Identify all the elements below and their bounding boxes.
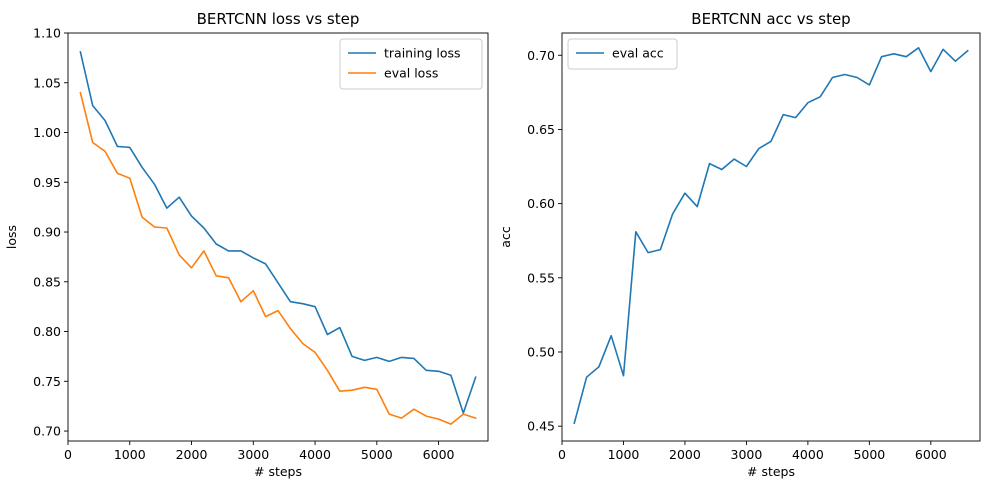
y-tick-label: 0.95: [33, 175, 61, 190]
legend-label: training loss: [384, 46, 461, 61]
x-tick-label: 0: [64, 447, 72, 462]
x-tick-label: 5000: [853, 447, 885, 462]
legend-box: [567, 38, 678, 70]
x-tick-label: 6000: [915, 447, 947, 462]
x-tick-label: 2000: [176, 447, 208, 462]
legend-label: eval acc: [612, 46, 664, 61]
x-tick-label: 6000: [423, 447, 455, 462]
y-axis-label: acc: [498, 226, 513, 248]
y-tick-label: 1.05: [33, 75, 61, 90]
chart-1: BERTCNN loss vs step 0 1000 2000 3000 4000 500…: [4, 10, 489, 479]
y-tick-label: 0.55: [527, 270, 555, 285]
y-tick-label: 1.10: [33, 26, 61, 41]
x-tick-label: 3000: [731, 447, 763, 462]
series-line-training-loss: [79, 50, 477, 414]
x-tick-label: 1000: [608, 447, 640, 462]
legend: eval acc: [567, 38, 678, 70]
x-tick-label: 5000: [361, 447, 393, 462]
x-tick-label: 1000: [114, 447, 146, 462]
chart-title: BERTCNN loss vs step: [197, 10, 360, 28]
series-line-eval-loss: [79, 91, 477, 425]
y-tick-label: 0.90: [33, 225, 61, 240]
x-tick-label: 4000: [792, 447, 824, 462]
y-tick-label: 0.65: [527, 122, 555, 137]
y-tick-label: 0.85: [33, 274, 61, 289]
legend-label: eval loss: [384, 66, 438, 81]
y-tick-label: 0.70: [527, 48, 555, 63]
y-tick-label: 0.70: [33, 424, 61, 439]
y-axis-label: loss: [4, 225, 19, 249]
y-tick-label: 1.00: [33, 125, 61, 140]
x-axis-label: # steps: [254, 464, 302, 479]
chart-2: BERTCNN acc vs step 0 1000 2000 3000 4000 5000…: [498, 10, 981, 479]
chart-title: BERTCNN acc vs step: [691, 10, 850, 28]
y-tick-label: 0.45: [527, 419, 555, 434]
x-tick-label: 2000: [669, 447, 701, 462]
y-tick-label: 0.75: [33, 374, 61, 389]
x-tick-label: 0: [558, 447, 566, 462]
y-tick-label: 0.60: [527, 196, 555, 211]
plot-frame: [67, 32, 489, 442]
legend-box: [339, 38, 483, 90]
x-tick-label: 3000: [237, 447, 269, 462]
x-axis-label: # steps: [747, 464, 795, 479]
series-line-eval-acc: [573, 46, 969, 425]
y-tick-label: 0.50: [527, 344, 555, 359]
x-tick-label: 4000: [299, 447, 331, 462]
y-tick-label: 0.80: [33, 324, 61, 339]
plot-frame: [561, 32, 981, 442]
legend: training loss eval loss: [339, 38, 483, 90]
